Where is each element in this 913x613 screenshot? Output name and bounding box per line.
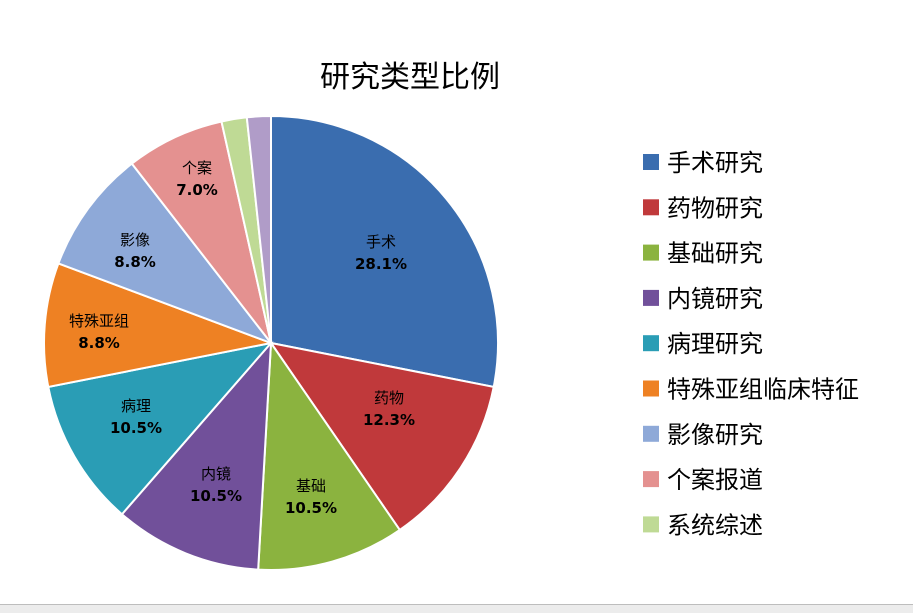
slice-value-label-7: 7.0% — [176, 181, 218, 199]
legend-swatch-3 — [643, 289, 659, 306]
legend-swatch-1 — [643, 199, 659, 216]
slice-label-2: 基础 — [296, 477, 326, 495]
slice-label-7: 个案 — [182, 159, 212, 177]
legend-swatch-7 — [643, 471, 659, 488]
legend-label-1: 药物研究 — [667, 194, 763, 222]
legend-swatch-6 — [643, 425, 659, 442]
legend-label-3: 内镜研究 — [667, 285, 763, 313]
chart-title: 研究类型比例 — [320, 60, 500, 95]
slice-label-3: 内镜 — [201, 465, 231, 483]
legend-label-7: 个案报道 — [667, 466, 763, 494]
pie-slice-9 — [245, 114, 272, 344]
slice-value-label-4: 10.5% — [110, 419, 162, 437]
legend-swatch-2 — [643, 244, 659, 261]
legend-label-2: 基础研究 — [667, 240, 763, 268]
legend-label-8: 系统综述 — [667, 511, 763, 539]
slice-label-5: 特殊亚组 — [69, 312, 129, 330]
pie-slice-6 — [57, 162, 274, 346]
legend-swatch-5 — [643, 380, 659, 397]
pie-slice-5 — [43, 262, 275, 389]
legend-label-6: 影像研究 — [667, 421, 763, 449]
slice-value-label-5: 8.8% — [78, 334, 120, 352]
slice-value-label-2: 10.5% — [285, 499, 337, 517]
pie-slice-4 — [47, 341, 274, 516]
slice-value-label-1: 12.3% — [363, 411, 415, 429]
slice-label-0: 手术 — [366, 233, 396, 251]
slice-value-label-0: 28.1% — [355, 255, 407, 273]
legend-swatch-8 — [643, 516, 659, 533]
legend-label-0: 手术研究 — [667, 149, 763, 177]
slice-value-label-3: 10.5% — [190, 487, 242, 505]
slice-label-1: 药物 — [374, 389, 404, 407]
slice-label-6: 影像 — [120, 231, 150, 249]
legend-swatch-4 — [643, 335, 659, 352]
pie-slice-3 — [120, 340, 273, 571]
pie-slice-1 — [268, 341, 495, 532]
pie-slice-2 — [257, 340, 402, 572]
legend-swatch-0 — [643, 154, 659, 170]
pie-slices — [43, 114, 499, 572]
slice-label-4: 病理 — [121, 397, 151, 415]
slice-value-label-6: 8.8% — [114, 253, 156, 271]
slice-labels: 手术 28.1% 药物 12.3% 基础 10.5% 内镜 10.5% 病理 10.5% 特殊亚组 8… — [69, 159, 415, 517]
legend-label-5: 特殊亚组临床特征 — [667, 376, 859, 404]
bottom-divider — [0, 604, 913, 613]
legend-label-4: 病理研究 — [667, 330, 763, 358]
pie-slice-0 — [270, 114, 499, 389]
